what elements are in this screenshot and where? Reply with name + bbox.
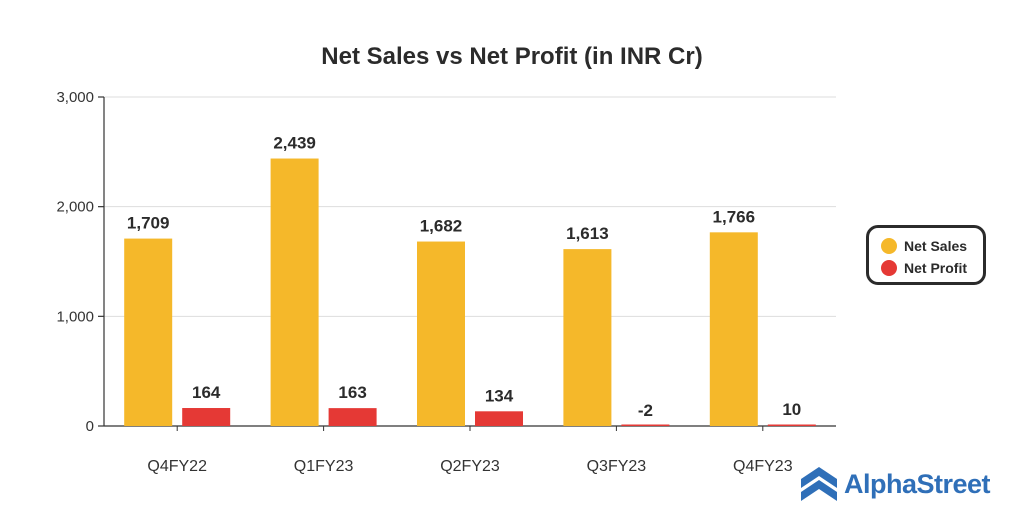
bar-net-sales — [563, 249, 612, 426]
data-label-net-sales: 1,709 — [127, 214, 170, 233]
bar-net-sales — [270, 158, 319, 426]
legend-swatch-net-profit — [881, 260, 897, 276]
legend-item-net-profit: Net Profit — [881, 257, 983, 279]
legend-label-net-profit: Net Profit — [904, 260, 967, 276]
brand-logo: AlphaStreet — [800, 466, 991, 502]
chart-title: Net Sales vs Net Profit (in INR Cr) — [321, 43, 702, 70]
legend-item-net-sales: Net Sales — [881, 235, 983, 257]
data-label-net-sales: 1,682 — [420, 217, 463, 236]
data-label-net-sales: 2,439 — [273, 134, 316, 153]
bar-net-profit — [621, 424, 670, 426]
y-tick-label: 2,000 — [56, 199, 94, 216]
bar-net-sales — [709, 232, 758, 426]
x-tick-label: Q2FY23 — [440, 458, 500, 475]
legend-swatch-net-sales — [881, 238, 897, 254]
data-label-net-profit: 134 — [485, 386, 514, 405]
y-tick-label: 1,000 — [56, 308, 94, 325]
y-tick-label: 0 — [86, 418, 94, 435]
data-label-net-profit: 163 — [338, 383, 366, 402]
x-tick-label: Q1FY23 — [294, 458, 354, 475]
legend: Net Sales Net Profit — [866, 225, 986, 285]
data-label-net-sales: 1,766 — [713, 207, 756, 226]
y-tick-label: 3,000 — [56, 89, 94, 106]
bars — [124, 158, 816, 426]
bar-net-profit — [767, 424, 816, 426]
legend-label-net-sales: Net Sales — [904, 238, 968, 254]
bar-net-profit — [475, 411, 523, 426]
bar-net-sales — [124, 238, 173, 426]
bar-net-profit — [328, 408, 377, 426]
data-label-net-profit: 164 — [192, 383, 221, 402]
bar-net-sales — [417, 241, 465, 426]
x-tick-label: Q4FY23 — [733, 458, 793, 475]
x-tick-label: Q3FY23 — [587, 458, 647, 475]
brand-name: AlphaStreet — [844, 468, 991, 499]
alphastreet-logo-icon — [801, 467, 837, 501]
data-label-net-profit: -2 — [638, 401, 653, 420]
x-tick-label: Q4FY22 — [147, 458, 207, 475]
data-label-net-sales: 1,613 — [566, 224, 609, 243]
bar-net-profit — [182, 408, 231, 426]
data-labels: 1,709 164 2,439 163 1,682 134 1,613 -2 1,766 10 — [127, 134, 801, 420]
data-label-net-profit: 10 — [782, 400, 801, 419]
